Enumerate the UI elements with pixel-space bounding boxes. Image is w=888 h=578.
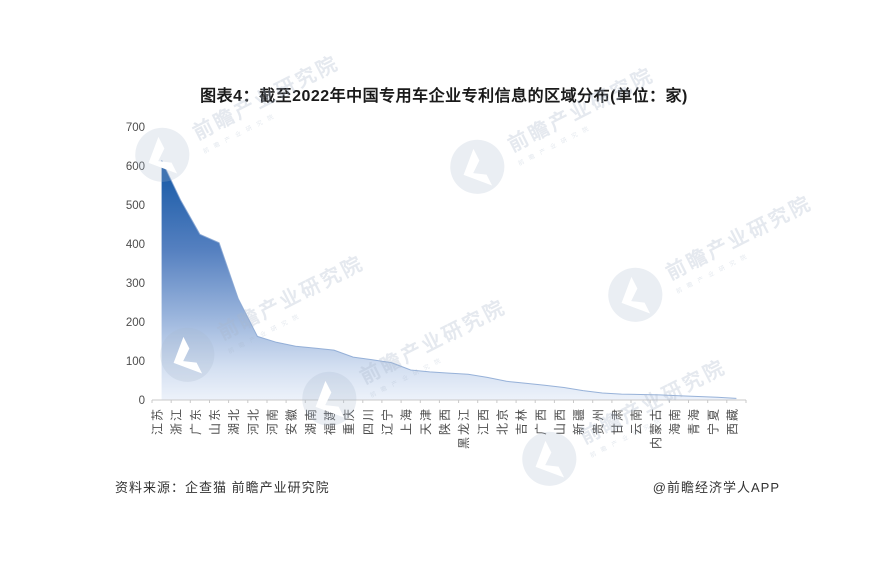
x-category-label: 安徽	[284, 407, 299, 435]
x-category-label: 天津	[419, 407, 433, 435]
x-category-label: 海南	[667, 407, 682, 435]
x-category-label: 重庆	[342, 407, 356, 435]
x-category-label: 北京	[496, 407, 510, 435]
x-category-label: 陕西	[437, 407, 452, 435]
x-category-label: 甘肃	[611, 407, 625, 435]
x-category-label: 河北	[246, 407, 260, 435]
area-edge-line	[161, 159, 737, 399]
x-category-label: 吉林	[515, 407, 529, 435]
x-category-label: 辽宁	[380, 407, 395, 435]
x-category-label: 山西	[553, 407, 567, 435]
x-category-label: 上海	[399, 407, 414, 435]
x-category-label: 云南	[629, 407, 644, 435]
x-category-label: 贵州	[591, 407, 605, 435]
y-tick-label: 100	[126, 356, 145, 368]
y-tick-label: 700	[126, 122, 145, 134]
x-category-label: 新疆	[571, 407, 586, 435]
x-category-label: 湖北	[226, 407, 241, 435]
x-category-label: 广东	[189, 407, 203, 435]
y-tick-label: 400	[126, 239, 145, 251]
credit-note: @前瞻经济学人APP	[652, 480, 780, 495]
x-category-label: 江西	[476, 407, 490, 435]
x-category-label: 江苏	[151, 407, 165, 435]
x-category-label: 四川	[361, 407, 375, 435]
x-category-label: 西藏	[725, 407, 739, 435]
y-tick-label: 200	[126, 317, 145, 329]
x-category-label: 宁夏	[705, 407, 720, 435]
y-tick-label: 500	[126, 200, 145, 212]
x-category-label: 青海	[686, 407, 701, 435]
x-category-label: 湖南	[303, 407, 318, 435]
y-tick-label: 600	[126, 161, 145, 173]
x-category-label: 河南	[265, 407, 280, 435]
x-category-label: 广西	[534, 407, 548, 435]
x-category-label: 浙江	[170, 407, 184, 435]
y-tick-label: 0	[139, 395, 145, 407]
x-category-label: 黑龙江	[457, 407, 471, 449]
y-tick-label: 300	[126, 278, 145, 290]
area-series	[161, 160, 737, 400]
source-note: 资料来源：企查猫 前瞻产业研究院	[115, 480, 330, 495]
x-category-label: 内蒙古	[648, 407, 663, 449]
x-category-label: 福建	[322, 407, 337, 435]
x-category-label: 山东	[208, 407, 222, 435]
chart-title: 图表4：截至2022年中国专用车企业专利信息的区域分布(单位：家)	[200, 88, 688, 105]
